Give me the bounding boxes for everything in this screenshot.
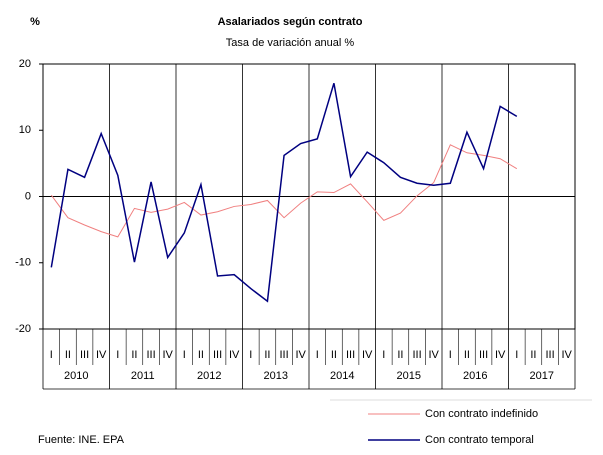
year-label: 2014 — [330, 370, 354, 382]
year-label: 2010 — [64, 370, 88, 382]
x-tick-label: I — [382, 349, 385, 361]
x-tick-label: IV — [162, 349, 173, 361]
x-tick-label: II — [397, 349, 403, 361]
x-tick-label: II — [131, 349, 137, 361]
x-tick-label: I — [183, 349, 186, 361]
source: Fuente: INE. EPA — [38, 434, 125, 446]
x-tick-label: IV — [561, 349, 572, 361]
series-line — [50, 82, 518, 303]
x-tick-label: IV — [229, 349, 240, 361]
x-tick-label: II — [198, 349, 204, 361]
year-label: 2013 — [264, 370, 288, 382]
year-label: 2012 — [197, 370, 221, 382]
x-tick-label: I — [50, 349, 53, 361]
x-tick-label: IV — [428, 349, 439, 361]
x-tick-label: I — [116, 349, 119, 361]
x-tick-label: IV — [96, 349, 107, 361]
x-tick-label: III — [412, 349, 421, 361]
x-tick-label: III — [80, 349, 89, 361]
x-tick-label: III — [279, 349, 288, 361]
x-tick-label: II — [65, 349, 71, 361]
series-line — [50, 144, 518, 238]
y-tick-label: 10 — [19, 124, 31, 136]
x-tick-label: III — [346, 349, 355, 361]
x-tick-label: I — [515, 349, 518, 361]
x-tick-label: III — [213, 349, 222, 361]
x-tick-label: IV — [495, 349, 506, 361]
legend-label: Con contrato temporal — [425, 434, 534, 446]
chart-subtitle: Tasa de variación anual % — [226, 37, 355, 49]
year-label: 2017 — [530, 370, 554, 382]
year-label: 2011 — [131, 370, 155, 382]
x-tick-label: III — [146, 349, 155, 361]
x-tick-label: I — [449, 349, 452, 361]
x-tick-label: IV — [295, 349, 306, 361]
y-tick-label: -10 — [15, 257, 31, 269]
y-tick-label: 0 — [25, 190, 31, 202]
y-unit: % — [30, 16, 40, 28]
x-tick-label: II — [530, 349, 536, 361]
chart-title: Asalariados según contrato — [218, 16, 363, 28]
y-tick-label: 20 — [19, 58, 31, 70]
x-tick-label: I — [316, 349, 319, 361]
legend-label: Con contrato indefinido — [425, 408, 538, 420]
legend-box — [330, 400, 592, 454]
x-tick-label: II — [464, 349, 470, 361]
x-tick-label: III — [479, 349, 488, 361]
year-label: 2015 — [397, 370, 421, 382]
y-tick-label: -20 — [15, 323, 31, 335]
x-tick-label: IV — [362, 349, 373, 361]
x-tick-label: I — [249, 349, 252, 361]
year-label: 2016 — [463, 370, 487, 382]
x-tick-label: II — [331, 349, 337, 361]
x-tick-label: III — [545, 349, 554, 361]
x-tick-label: II — [264, 349, 270, 361]
